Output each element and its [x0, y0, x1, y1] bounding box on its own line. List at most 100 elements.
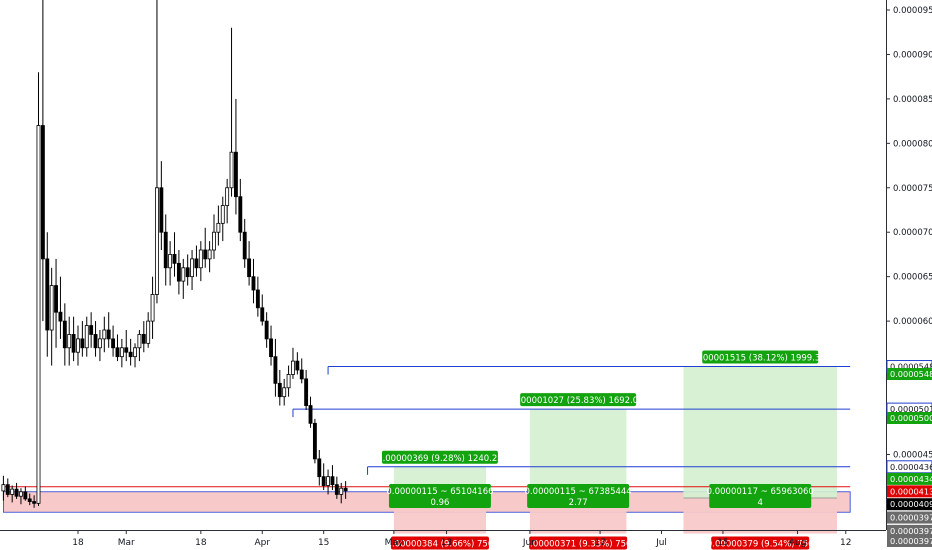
position-0-target-label: 0.00000369 (9.28%) 1240.23 — [377, 450, 503, 464]
candle-34-body — [150, 294, 155, 322]
candle-24-body — [106, 329, 111, 340]
candle-21-body — [93, 334, 98, 349]
candle-18-body — [80, 338, 85, 349]
candle-19-body — [84, 325, 89, 349]
candle-9-body — [40, 125, 45, 260]
time-axis[interactable]: 18 Mar 18 Apr 15 May 13 Jun 17 Jul 15 Aug 12 — [72, 530, 852, 548]
x-tick-label-1: Mar — [118, 538, 135, 548]
x-tick-label-10: 15 — [717, 538, 728, 548]
position-0-qty-label-text-1: 0.96 — [430, 498, 449, 508]
position-2-profit-area — [683, 366, 837, 498]
price-badges: 0.000054890.00005489 0.000050100.00005003… — [886, 360, 932, 547]
position-1-target-label-text-0: 0.00001027 (25.83%) 1692.05 — [513, 396, 644, 406]
candle-52-body — [229, 151, 234, 189]
candle-46-body — [203, 249, 208, 260]
y-tick-label-8: 0.00006000 — [893, 317, 932, 327]
x-tick-label-11: Aug — [789, 538, 807, 548]
price-badge-4-bg — [886, 460, 932, 474]
candle-41-body — [181, 267, 186, 282]
x-tick-label-9: Jul — [655, 538, 667, 548]
candle-56-body — [247, 258, 252, 278]
candle-48-body — [212, 231, 216, 251]
x-tick-label-5: May — [385, 538, 404, 548]
candle-22-body — [97, 338, 102, 349]
candle-1-body — [5, 484, 10, 495]
price-badge-10-label: 0.00003974 — [890, 536, 932, 546]
candle-60-body — [264, 320, 269, 340]
position-0-stop-label-bg — [390, 536, 489, 550]
y-tick-label-2: 0.00009000 — [893, 50, 932, 60]
candle-75-body — [330, 476, 335, 486]
candle-55-body — [242, 231, 247, 260]
price-badge-9-label: 0.00003976 — [890, 526, 932, 536]
position-labels-layer: 0.00000369 (9.28%) 1240.23 0.00000115 ~ 6… — [377, 350, 826, 550]
x-tick-label-0: 18 — [72, 538, 84, 548]
price-badge-1-label: 0.00005489 — [890, 369, 932, 379]
y-tick-label-9: 0.00004500 — [893, 450, 932, 460]
candle-27-body — [119, 347, 124, 358]
candle-5-body — [23, 491, 28, 500]
y-tick-label-5: 0.00007500 — [893, 184, 932, 194]
y-tick-label-4: 0.00008000 — [893, 139, 932, 149]
candle-57-body — [251, 276, 256, 291]
candle-31-body — [137, 334, 142, 349]
candle-66-body — [291, 360, 295, 375]
price-badge-5-label: 0.00004345 — [890, 474, 932, 484]
candle-39-body — [172, 254, 177, 264]
candle-28-body — [124, 347, 129, 353]
position-0-qty-label-text-0: 0.00000115 ~ 65104166 — [386, 487, 493, 497]
candle-71-body — [312, 422, 317, 460]
y-tick-label-6: 0.00007000 — [893, 228, 932, 238]
position-1-qty-label-bg — [527, 484, 630, 508]
candle-38-body — [168, 254, 173, 269]
candle-77-body — [339, 487, 344, 495]
candle-14-body — [62, 320, 67, 349]
candle-72-body — [317, 458, 322, 478]
candle-53-body — [233, 151, 238, 198]
price-badge-7-label: 0.00004091 — [890, 499, 932, 509]
candle-4-body — [19, 491, 23, 497]
price-badge-5-bg — [887, 472, 932, 485]
position-1-profit-area — [529, 409, 627, 498]
candle-76-body — [334, 484, 339, 495]
y-tick-label-3: 0.00008500 — [893, 95, 932, 105]
candle-30-body — [133, 347, 137, 358]
candle-47-body — [207, 249, 212, 260]
position-0-stop-label: 0.00000384 (9.66%) 750 — [387, 536, 494, 550]
candle-32-body — [141, 334, 146, 344]
candle-6-body — [27, 498, 32, 502]
position-0-stop-label-text-0: 0.00000384 (9.66%) 750 — [387, 540, 494, 550]
x-tick-label-12: 12 — [840, 538, 851, 548]
candle-37-body — [163, 231, 168, 269]
y-tick-label-1: 0.00009500 — [893, 6, 932, 16]
position-2-target-label-bg — [702, 350, 819, 364]
candle-49-body — [216, 222, 221, 233]
position-1-stop-label-text-0: 0.00000371 (9.33%) 750 — [525, 540, 632, 550]
candle-69-body — [304, 378, 309, 406]
price-axis[interactable]: 0.00009500 0.00009000 0.00008500 0.00008000… — [886, 6, 932, 460]
position-2-stop-label: 0.00000379 (9.54%) 750 — [707, 536, 814, 550]
candle-15-body — [67, 334, 72, 349]
position-0-qty-label-bg — [388, 484, 491, 508]
price-badge-10-bg — [887, 535, 932, 547]
x-tick-label-3: Apr — [254, 538, 270, 548]
candle-70-body — [308, 405, 313, 424]
candle-59-body — [260, 307, 265, 322]
x-tick-label-8: 17 — [594, 538, 605, 548]
candle-2-body — [10, 488, 15, 495]
candle-8-body — [36, 125, 41, 504]
position-2-qty-label-bg — [709, 484, 812, 508]
candle-67-body — [295, 360, 300, 371]
price-badge-8-label: 0.00003976 — [890, 513, 932, 523]
candle-23-body — [102, 329, 107, 340]
candle-43-body — [190, 258, 194, 278]
candle-61-body — [269, 338, 273, 358]
candle-17-body — [76, 338, 80, 353]
candle-35-body — [155, 187, 159, 295]
price-badge-4-label: 0.00004361 — [890, 462, 932, 472]
candle-78-body — [343, 487, 348, 492]
